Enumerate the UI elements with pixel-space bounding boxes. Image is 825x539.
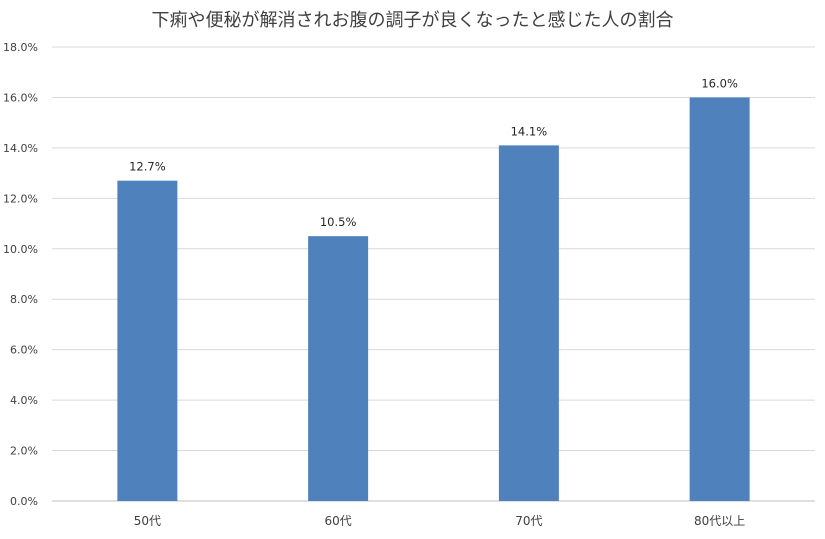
bar bbox=[117, 180, 178, 501]
y-tick-label: 4.0% bbox=[10, 394, 38, 407]
y-tick-label: 0.0% bbox=[10, 495, 38, 508]
data-label: 14.1% bbox=[511, 124, 548, 138]
bar bbox=[689, 97, 750, 501]
y-tick-label: 12.0% bbox=[3, 192, 38, 205]
data-label: 16.0% bbox=[701, 76, 738, 90]
y-tick-label: 8.0% bbox=[10, 293, 38, 306]
y-tick-label: 6.0% bbox=[10, 344, 38, 357]
y-tick-label: 10.0% bbox=[3, 243, 38, 256]
bar bbox=[308, 236, 369, 501]
y-tick-label: 14.0% bbox=[3, 142, 38, 155]
y-tick-label: 18.0% bbox=[3, 41, 38, 54]
y-tick-label: 2.0% bbox=[10, 445, 38, 458]
chart-title: 下痢や便秘が解消されお腹の調子が良くなったと感じた人の割合 bbox=[151, 10, 674, 31]
x-tick-label: 80代以上 bbox=[694, 514, 745, 528]
y-tick-label: 16.0% bbox=[3, 91, 38, 104]
x-tick-label: 70代 bbox=[515, 514, 542, 528]
bar bbox=[498, 145, 559, 501]
data-label: 12.7% bbox=[129, 160, 166, 174]
data-label: 10.5% bbox=[320, 215, 357, 229]
x-tick-label: 60代 bbox=[324, 514, 351, 528]
x-tick-label: 50代 bbox=[134, 514, 161, 528]
